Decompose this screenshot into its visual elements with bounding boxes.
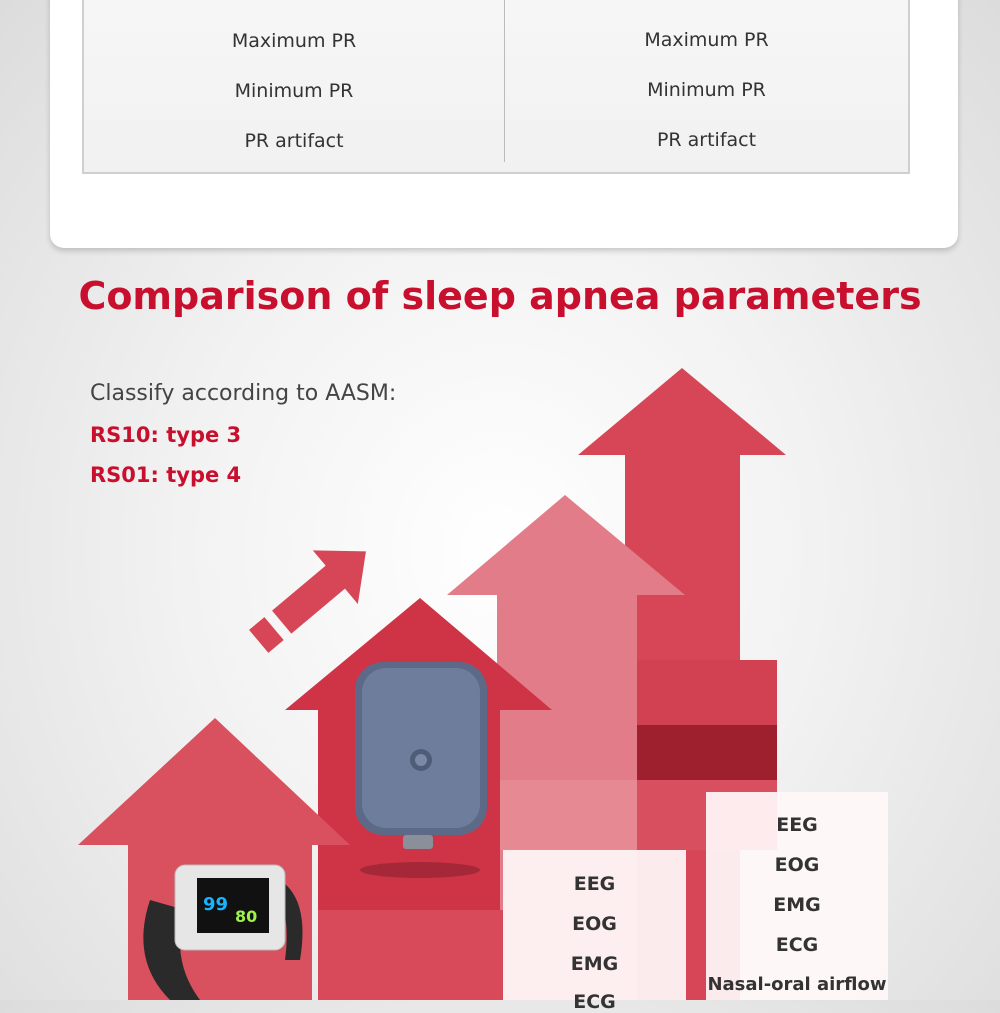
classification-rs01: RS01: type 4 bbox=[90, 463, 242, 487]
screen-pr: 80 bbox=[235, 907, 257, 926]
column-divider bbox=[504, 0, 505, 162]
rs01-wrist-device-image: 99 80 bbox=[143, 864, 303, 1000]
table-cell: PR artifact bbox=[244, 130, 344, 152]
parameter-item: Nasal-oral airflow bbox=[707, 974, 887, 995]
table-cell: Minimum PR bbox=[647, 79, 766, 101]
step-block bbox=[637, 725, 777, 780]
section-title: Comparison of sleep apnea parameters bbox=[78, 274, 922, 318]
table-cell: Minimum PR bbox=[234, 80, 354, 102]
table-cell: Maximum PR bbox=[231, 30, 357, 52]
table-cell: Maximum PR bbox=[644, 29, 769, 51]
arrow-up-left bbox=[78, 718, 350, 1000]
classification-intro: Classify according to AASM: bbox=[90, 381, 397, 406]
parameter-item: ECG bbox=[573, 991, 616, 1013]
parameter-table: Maximum PR Minimum PR PR artifact Maximu… bbox=[82, 0, 910, 174]
type3-parameter-box: EEG EOG EMG ECG Nasal-oral airflow bbox=[706, 792, 888, 1000]
rs10-device-image bbox=[355, 662, 487, 878]
screen-spo2: 99 bbox=[203, 894, 228, 915]
table-cell: PR artifact bbox=[656, 129, 757, 151]
parameter-item: EOG bbox=[774, 854, 820, 876]
classification-rs10: RS10: type 3 bbox=[90, 423, 242, 447]
parameter-item: EEG bbox=[776, 814, 818, 836]
parameter-item: ECG bbox=[775, 934, 819, 956]
arrow-diagonal bbox=[249, 550, 366, 653]
parameter-item: EMG bbox=[773, 894, 821, 916]
step-block bbox=[497, 780, 637, 850]
step-block bbox=[318, 910, 503, 1000]
parameter-item: EEG bbox=[573, 873, 616, 895]
parameter-table-card: Maximum PR Minimum PR PR artifact Maximu… bbox=[50, 0, 958, 248]
type4-parameter-box: EEG EOG EMG ECG bbox=[503, 850, 686, 1013]
parameter-item: EOG bbox=[572, 913, 617, 935]
parameter-item: EMG bbox=[570, 953, 619, 975]
